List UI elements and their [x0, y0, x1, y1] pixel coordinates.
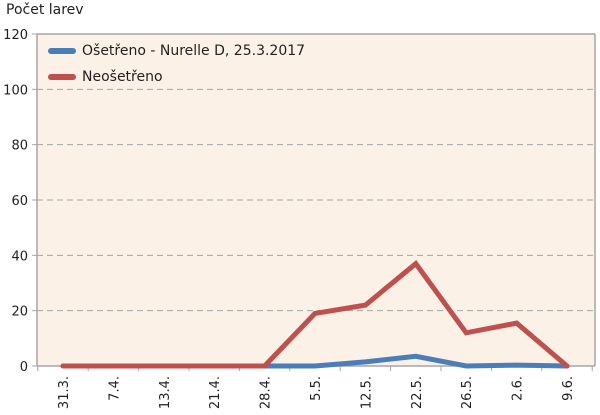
x-tick-label: 12.5.: [359, 376, 374, 409]
legend-swatch-untreated: [48, 74, 76, 80]
y-tick-label: 120: [3, 28, 28, 43]
y-tick-label: 80: [11, 139, 28, 154]
x-tick-label: 9.6.: [561, 376, 576, 401]
legend-label-untreated: Neošetřeno: [82, 69, 163, 85]
legend-item-treated: Ošetřeno - Nurelle D, 25.3.2017: [48, 38, 305, 64]
y-tick-label: 60: [11, 194, 28, 209]
chart-legend: Ošetřeno - Nurelle D, 25.3.2017 Neošetře…: [48, 38, 305, 90]
x-tick-label: 5.5.: [309, 376, 324, 401]
y-tick-label: 0: [20, 360, 28, 375]
x-tick-label: 31.3.: [57, 376, 72, 409]
legend-label-treated: Ošetřeno - Nurelle D, 25.3.2017: [82, 43, 306, 59]
legend-item-untreated: Neošetřeno: [48, 64, 305, 90]
y-tick-label: 40: [11, 249, 28, 264]
x-tick-label: 7.4.: [107, 376, 122, 401]
series-line-1: [60, 260, 570, 369]
y-tick-label: 100: [3, 83, 28, 98]
x-tick-label: 26.5.: [460, 376, 475, 409]
x-tick-label: 21.4.: [208, 376, 223, 409]
y-axis-title: Počet larev: [6, 2, 84, 18]
x-tick-label: 22.5.: [410, 376, 425, 409]
legend-swatch-treated: [48, 48, 76, 54]
x-tick-label: 28.4.: [259, 376, 274, 409]
x-tick-label: 2.6.: [511, 376, 526, 401]
y-tick-label: 20: [11, 305, 28, 320]
x-tick-label: 13.4.: [158, 376, 173, 409]
